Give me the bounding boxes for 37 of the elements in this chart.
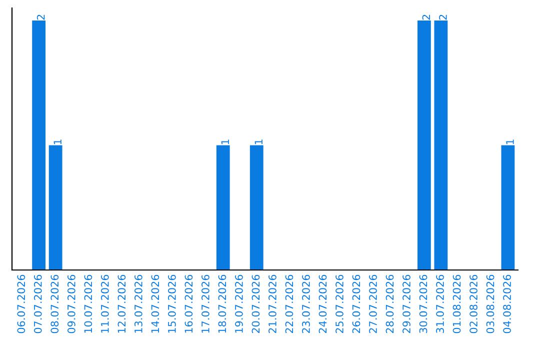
x-tick-label: 18.07.2026 [218,274,226,333]
x-tick-label: 27.07.2026 [369,274,377,334]
x-tick-label: 19.07.2026 [235,274,243,333]
x-tick-label: 01.08.2026 [452,274,461,334]
x-tick-label: 16.07.2026 [184,274,193,333]
data-label: 2 [439,14,447,20]
x-tick-label: 17.07.2026 [202,274,210,333]
x-tick-label: 04.08.2026 [503,274,511,334]
data-label: 1 [506,140,514,144]
data-label: 2 [422,14,430,20]
x-tick-label: 10.07.2026 [84,274,92,333]
x-tick-label: 08.07.2026 [50,274,59,334]
x-tick-label: 21.07.2026 [268,274,276,334]
x-tick-label: 30.07.2026 [419,274,428,334]
x-tick-label: 14.07.2026 [151,274,160,333]
x-tick-label: 06.07.2026 [17,274,26,334]
data-label: 1 [221,140,229,144]
x-tick-label: 13.07.2026 [134,274,142,333]
x-tick-label: 25.07.2026 [336,274,344,334]
x-tick-label: 07.07.2026 [34,274,42,334]
x-tick-label: 22.07.2026 [285,274,294,334]
x-tick-label: 23.07.2026 [302,274,310,334]
x-tick-label: 03.08.2026 [486,274,494,334]
x-tick-label: 26.07.2026 [352,274,360,334]
x-tick-label: 29.07.2026 [402,274,410,334]
x-tick-label: 09.07.2026 [67,274,76,334]
x-tick-label: 02.08.2026 [470,274,478,334]
x-tick-label: 15.07.2026 [168,274,176,333]
x-tick-label: 20.07.2026 [252,274,260,334]
x-tick-label: 24.07.2026 [318,274,327,334]
x-tick-label: 31.07.2026 [436,274,444,334]
data-label: 2 [36,14,45,20]
x-tick-label: 11.07.2026 [100,274,109,333]
data-label: 1 [254,140,262,144]
x-tick-label: 28.07.2026 [386,274,394,334]
data-label: 1 [54,140,62,144]
x-tick-label: 12.07.2026 [118,274,126,333]
